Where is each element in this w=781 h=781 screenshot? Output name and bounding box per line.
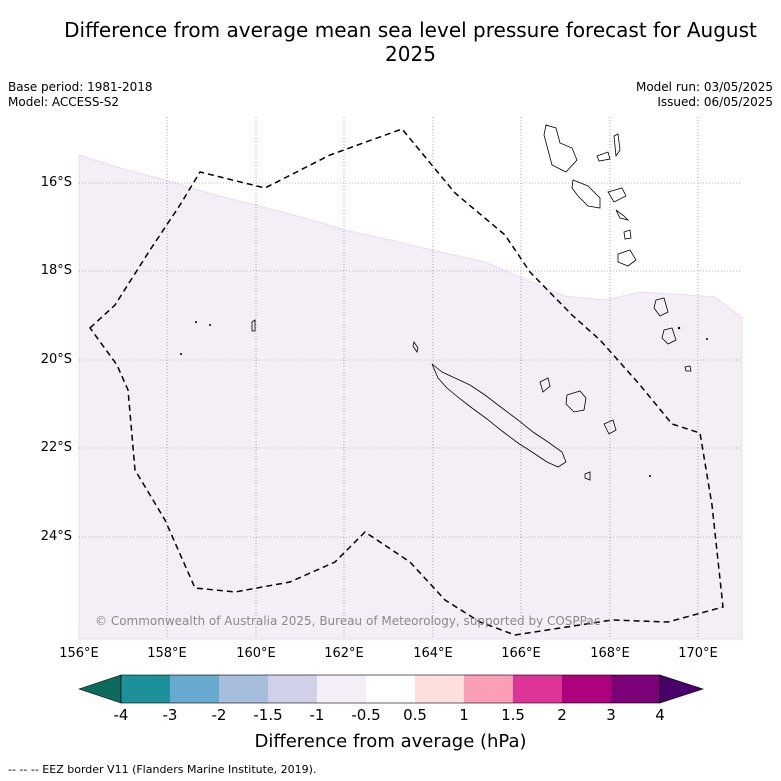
colorbar-tick-label: 3 [606,706,616,724]
colorbar-label: Difference from average (hPa) [254,731,527,752]
lat-tick-label: 18°S [40,263,72,278]
chesterfield-islet [251,319,256,332]
meta-right: Model run: 03/05/2025 Issued: 06/05/2025 [636,80,773,110]
futuna-island [684,365,692,372]
anomaly-shaded-region [78,154,743,640]
model-name: Model: ACCESS-S2 [8,95,120,109]
colorbar-outline [120,674,661,704]
lifou-island [565,390,587,413]
colorbar-segment [366,675,415,703]
colorbar-segment [415,675,464,703]
ouvea-island [539,377,551,393]
meta-left: Base period: 1981-2018 Model: ACCESS-S2 [8,80,153,110]
gridlines [79,117,742,639]
erromango-island [617,249,637,267]
small-islet-2 [180,353,182,355]
colorbar-segment [513,675,562,703]
ambae-island [596,151,611,162]
tanna-island [653,297,669,317]
lat-tick-label: 20°S [40,352,72,367]
eez-border [88,128,724,636]
lon-tick-label: 166°E [501,646,541,661]
small-islet-4 [649,475,651,477]
colorbar-tick-label: -4 [113,706,129,724]
lon-tick-label: 158°E [147,646,187,661]
colorbar-tick-label: -2 [211,706,227,724]
lon-tick-label: 156°E [59,646,99,661]
colorbar-segment [317,675,366,703]
colorbar-tick-label: 2 [557,706,567,724]
isle-of-pines [584,471,591,481]
espiritu-santo-island [543,124,578,173]
small-islet-5 [706,338,708,340]
colorbar-segment [464,675,513,703]
colorbar-segment [562,675,611,703]
colorbar-segment [268,675,317,703]
colorbar-tick-label: -1 [309,706,325,724]
small-islet-1 [195,321,197,323]
lon-tick-label: 164°E [413,646,453,661]
colorbar-tick-label: 0.5 [403,706,427,724]
lat-tick-label: 16°S [40,175,72,190]
colorbar-tick-label: 1 [459,706,469,724]
eez-footnote: -- -- -- EEZ border V11 (Flanders Marine… [8,763,317,776]
colorbar-extend-low [78,674,122,704]
colorbar-segment [170,675,219,703]
colorbar-tick-label: -0.5 [351,706,381,724]
aniwa-islet [677,326,681,330]
colorbar-tick-label: -1.5 [253,706,283,724]
colorbar [78,674,704,704]
colorbar-segment [611,675,660,703]
aneityum-island [661,327,677,345]
epi-island [615,209,630,221]
colorbar-tick-label: -3 [162,706,178,724]
colorbar-extend-high [659,674,704,704]
copyright-notice: © Commonwealth of Australia 2025, Bureau… [95,614,601,628]
lat-tick-label: 24°S [40,529,72,544]
base-period: Base period: 1981-2018 [8,80,153,94]
lon-tick-label: 162°E [324,646,364,661]
small-islet-3 [209,324,211,326]
efate-island [623,229,632,240]
mare-island [603,419,617,435]
malekula-island [571,179,601,209]
lon-tick-label: 160°E [236,646,276,661]
colorbar-segment [219,675,268,703]
issued-date: Issued: 06/05/2025 [657,95,773,109]
lon-tick-label: 168°E [590,646,630,661]
colorbar-tick-label: 4 [655,706,665,724]
map-title: Difference from average mean sea level p… [64,18,757,66]
colorbar-tick-label: 1.5 [501,706,525,724]
pentecost-ambrym-island [607,187,627,203]
belep-islands [412,341,419,353]
maewo-island [613,133,621,158]
colorbar-segment [121,675,170,703]
lat-tick-label: 22°S [40,440,72,455]
lon-tick-label: 170°E [678,646,718,661]
model-run: Model run: 03/05/2025 [635,80,773,94]
new-caledonia-island [431,363,567,468]
